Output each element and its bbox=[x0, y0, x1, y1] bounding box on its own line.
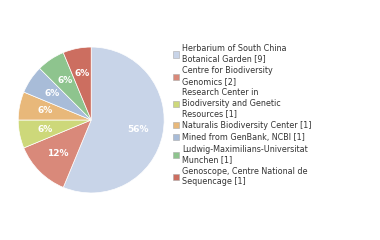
Wedge shape bbox=[18, 92, 91, 120]
Text: 56%: 56% bbox=[127, 125, 149, 134]
Wedge shape bbox=[18, 120, 91, 148]
Text: 6%: 6% bbox=[37, 106, 52, 115]
Text: 6%: 6% bbox=[44, 89, 59, 98]
Text: 6%: 6% bbox=[74, 69, 90, 78]
Wedge shape bbox=[24, 120, 91, 187]
Legend: Herbarium of South China
Botanical Garden [9], Centre for Biodiversity
Genomics : Herbarium of South China Botanical Garde… bbox=[173, 44, 312, 186]
Text: 6%: 6% bbox=[57, 76, 73, 85]
Wedge shape bbox=[40, 53, 91, 120]
Text: 6%: 6% bbox=[37, 125, 52, 134]
Wedge shape bbox=[63, 47, 91, 120]
Text: 12%: 12% bbox=[47, 149, 68, 158]
Wedge shape bbox=[63, 47, 164, 193]
Wedge shape bbox=[24, 68, 91, 120]
